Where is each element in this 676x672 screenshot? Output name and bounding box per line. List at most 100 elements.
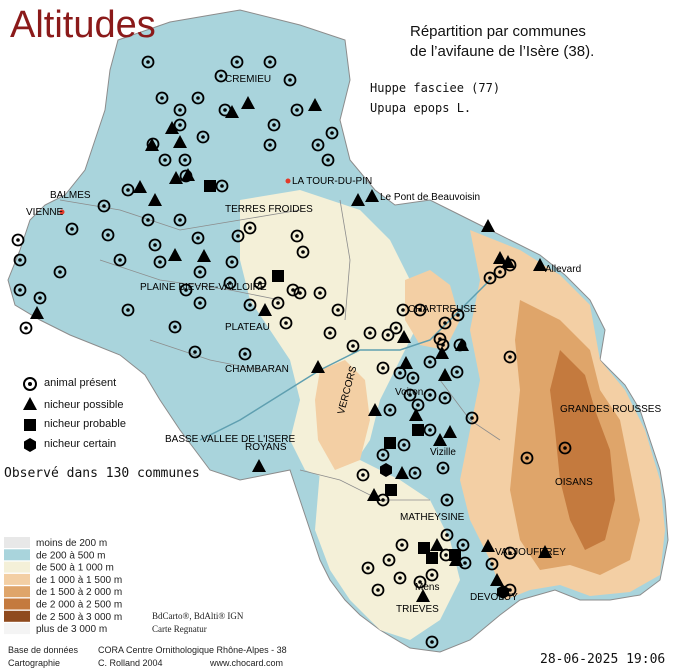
present-dot bbox=[388, 408, 392, 412]
present-ring bbox=[450, 365, 464, 379]
present-ring bbox=[271, 296, 285, 310]
possible-symbol bbox=[430, 538, 444, 551]
possible-symbol bbox=[252, 459, 266, 472]
possible-symbol bbox=[351, 193, 365, 206]
present-dot bbox=[196, 236, 200, 240]
present-symbol bbox=[101, 228, 115, 242]
possible-symbol bbox=[433, 433, 447, 446]
present-ring bbox=[293, 286, 307, 300]
altitude-legend-label: de 2 000 à 2 500 m bbox=[36, 600, 122, 611]
present-symbol bbox=[440, 493, 454, 507]
place-vienne: VIENNE bbox=[26, 207, 64, 218]
probable-symbol bbox=[272, 270, 284, 282]
present-ring bbox=[263, 138, 277, 152]
present-dot bbox=[178, 218, 182, 222]
present-dot bbox=[272, 123, 276, 127]
present-ring bbox=[371, 583, 385, 597]
present-symbol bbox=[382, 553, 396, 567]
present-dot bbox=[400, 543, 404, 547]
present-dot bbox=[428, 393, 432, 397]
present-symbol bbox=[493, 265, 507, 279]
present-symbol bbox=[451, 308, 465, 322]
present-symbol bbox=[141, 213, 155, 227]
place-chambaran: CHAMBARAN bbox=[225, 364, 289, 375]
present-ring bbox=[173, 103, 187, 117]
place-mens: Mens bbox=[415, 582, 439, 593]
present-dot bbox=[220, 184, 224, 188]
altitude-legend-label: moins de 200 m bbox=[36, 538, 107, 549]
possible-symbol bbox=[399, 356, 413, 369]
place-pontbeauvoisin: Le Pont de Beauvoisin bbox=[380, 192, 480, 203]
possible-symbol bbox=[365, 189, 379, 202]
present-symbol bbox=[290, 103, 304, 117]
present-symbol bbox=[179, 283, 193, 297]
altitude-legend-swatch bbox=[4, 549, 30, 561]
present-symbol bbox=[153, 255, 167, 269]
present-dot bbox=[418, 580, 422, 584]
place-balmes: BALMES bbox=[50, 190, 91, 201]
present-ring bbox=[238, 347, 252, 361]
present-ring bbox=[230, 55, 244, 69]
present-dot bbox=[38, 296, 42, 300]
present-dot bbox=[316, 143, 320, 147]
present-dot bbox=[394, 326, 398, 330]
present-symbol bbox=[290, 229, 304, 243]
present-ring bbox=[290, 229, 304, 243]
present-symbol bbox=[411, 398, 425, 412]
present-dot bbox=[106, 233, 110, 237]
present-dot bbox=[163, 158, 167, 162]
present-dot bbox=[508, 551, 512, 555]
present-symbol bbox=[188, 345, 202, 359]
present-ring bbox=[191, 91, 205, 105]
present-symbol bbox=[33, 291, 47, 305]
present-ring bbox=[193, 296, 207, 310]
present-ring bbox=[173, 213, 187, 227]
present-dot bbox=[408, 393, 412, 397]
present-dot bbox=[236, 234, 240, 238]
present-symbol bbox=[283, 73, 297, 87]
present-symbol bbox=[313, 286, 327, 300]
present-dot bbox=[456, 313, 460, 317]
present-symbol bbox=[389, 321, 403, 335]
present-symbol bbox=[263, 55, 277, 69]
map-credit-ign: BdCarto®, BdAlti® IGN bbox=[152, 611, 244, 621]
observation-symbols bbox=[11, 55, 572, 649]
place-bievre: PLAINE BIEVRE-VALLOIRE bbox=[140, 282, 267, 293]
possible-symbol bbox=[455, 338, 469, 351]
present-symbol bbox=[436, 461, 450, 475]
present-dot bbox=[276, 301, 280, 305]
credit-base-value: CORA Centre Ornithologique Rhône-Alpes -… bbox=[98, 645, 287, 655]
present-symbol bbox=[215, 179, 229, 193]
present-symbol bbox=[196, 130, 210, 144]
present-dot bbox=[398, 371, 402, 375]
place-valjouffrey: VALJOUFFREY bbox=[495, 547, 566, 558]
present-dot bbox=[301, 250, 305, 254]
present-dot bbox=[196, 96, 200, 100]
present-dot bbox=[18, 258, 22, 262]
present-symbol bbox=[173, 213, 187, 227]
present-ring bbox=[411, 398, 425, 412]
possible-symbol bbox=[481, 539, 495, 552]
possible-symbol bbox=[173, 135, 187, 148]
present-symbol bbox=[465, 411, 479, 425]
present-ring bbox=[311, 138, 325, 152]
present-dot bbox=[228, 281, 232, 285]
present-dot bbox=[291, 288, 295, 292]
present-dot bbox=[153, 243, 157, 247]
present-ring bbox=[425, 568, 439, 582]
present-ring bbox=[376, 448, 390, 462]
present-symbol bbox=[65, 222, 79, 236]
place-voiron: Voiron bbox=[395, 387, 423, 398]
probable-symbol bbox=[204, 180, 216, 192]
possible-symbol bbox=[145, 138, 159, 151]
present-symbol bbox=[193, 296, 207, 310]
legend-probable-icon bbox=[24, 419, 36, 431]
present-ring bbox=[11, 233, 25, 247]
altitude-legend-label: de 500 à 1 000 m bbox=[36, 563, 114, 574]
present-ring bbox=[408, 466, 422, 480]
possible-symbol bbox=[416, 589, 430, 602]
present-dot bbox=[284, 321, 288, 325]
vercors-high-area bbox=[315, 360, 370, 470]
possible-symbol bbox=[148, 193, 162, 206]
present-ring bbox=[168, 320, 182, 334]
